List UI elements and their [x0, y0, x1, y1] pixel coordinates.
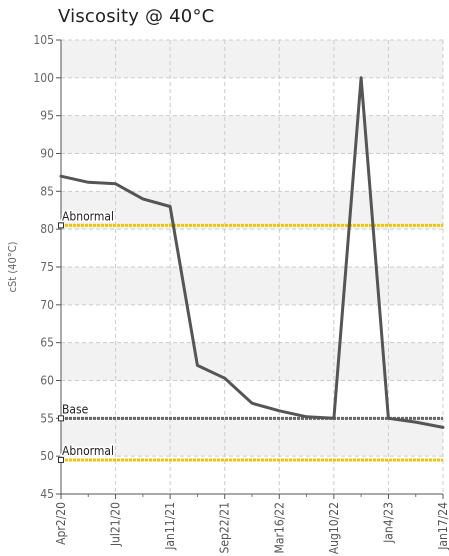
- y-tick-label: 50: [40, 449, 54, 463]
- reference-label: Base: [62, 402, 89, 416]
- x-tick-label: Jul21/20: [109, 502, 123, 547]
- plot-band: [61, 40, 443, 78]
- y-tick-label: 55: [40, 411, 54, 425]
- plot-band: [61, 342, 443, 381]
- y-tick-label: 100: [33, 71, 54, 85]
- y-tick-label: 95: [40, 109, 54, 123]
- x-tick-label: Apr2/20: [54, 502, 68, 545]
- x-tick-label: Jan11/21: [163, 502, 177, 551]
- y-tick-label: 105: [33, 33, 54, 47]
- plot-band: [61, 115, 443, 154]
- reference-marker: [58, 222, 64, 229]
- x-tick-label: Aug10/22: [327, 502, 341, 554]
- y-tick-label: 70: [40, 298, 54, 312]
- plot-band: [61, 418, 443, 457]
- reference-marker: [58, 415, 64, 422]
- y-tick-label: 80: [40, 222, 54, 236]
- y-tick-label: 90: [40, 147, 54, 161]
- y-tick-label: 65: [40, 336, 54, 350]
- x-tick-label: Jan17/24: [436, 502, 449, 551]
- reference-label: Abnormal: [62, 209, 114, 223]
- y-tick-label: 85: [40, 184, 54, 198]
- plot-band: [61, 267, 443, 305]
- chart-title: Viscosity @ 40°C: [58, 6, 215, 27]
- x-tick-label: Mar16/22: [272, 502, 286, 553]
- y-axis-label: cSt (40°C): [6, 241, 19, 292]
- series-line: [59, 76, 445, 429]
- y-tick-label: 75: [40, 260, 54, 274]
- x-tick-label: Sep22/21: [218, 502, 232, 553]
- reference-label: Abnormal: [62, 444, 114, 458]
- x-tick-label: Jan4/23: [381, 502, 395, 544]
- y-tick-label: 45: [40, 487, 54, 501]
- reference-marker: [58, 456, 64, 463]
- plot-band: [61, 191, 443, 230]
- y-tick-label: 60: [40, 374, 54, 388]
